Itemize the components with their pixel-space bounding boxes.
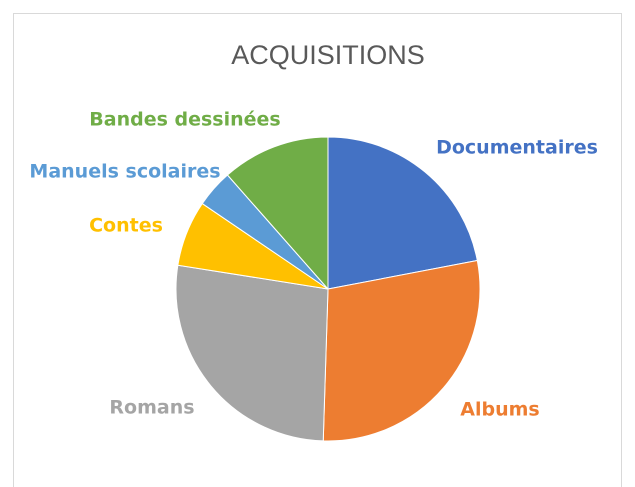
- pie-slice: [322, 259, 481, 442]
- pie-slice: [327, 136, 478, 290]
- slice-label: Documentaires: [436, 137, 598, 159]
- slice-label: Bandes dessinées: [89, 109, 280, 131]
- pie-slice: [226, 136, 329, 291]
- pie-slice: [175, 264, 329, 442]
- slice-label: Romans: [109, 397, 194, 419]
- chart-title: ACQUISITIONS: [231, 40, 425, 70]
- slice-label: Contes: [89, 215, 163, 237]
- slice-label: Manuels scolaires: [29, 161, 220, 183]
- slice-label: Albums: [460, 399, 539, 421]
